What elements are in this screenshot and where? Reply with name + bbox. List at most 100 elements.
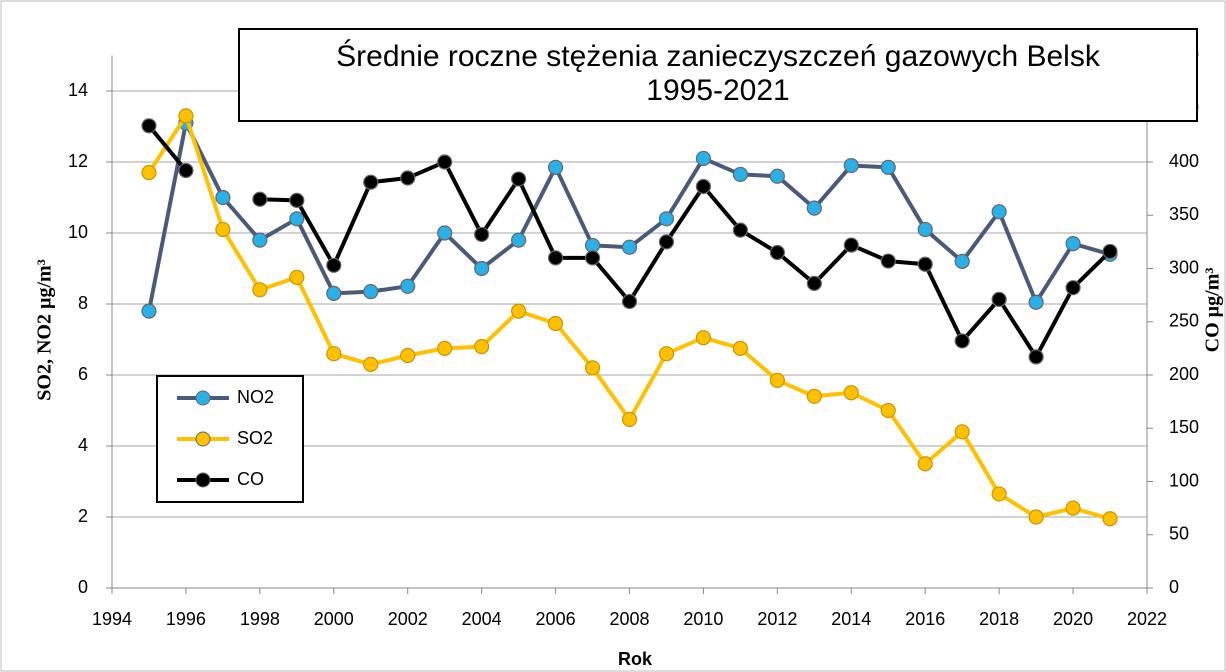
point [474,226,490,243]
point [806,275,822,292]
legend-label: CO [237,469,264,489]
y-tick-label: 14 [68,80,88,100]
point [437,225,453,241]
point [1028,294,1044,310]
point [252,232,268,248]
x-tick-label: 2006 [536,609,576,629]
point [141,165,157,181]
point [1102,511,1118,527]
point [1028,509,1044,525]
point [806,200,822,216]
point [880,402,896,419]
point [621,239,638,255]
x-tick-label: 2012 [757,609,797,629]
point [1065,236,1081,252]
point [1065,500,1081,516]
point [1102,243,1118,260]
point [917,221,933,238]
point [511,232,527,248]
x-tick-label: 2020 [1053,609,1093,629]
y2-tick-label: 100 [1169,470,1199,490]
point [732,222,748,238]
chart-title: Średnie roczne stężenia zanieczyszczeń g… [238,28,1198,122]
point [289,192,305,208]
point [400,278,416,294]
point [1065,280,1081,296]
y-tick-label: 4 [78,435,88,455]
point [363,174,379,190]
point [474,339,490,355]
y-tick-label: 0 [78,577,88,597]
point [400,347,416,364]
legend-marker [195,390,211,406]
point [141,303,157,319]
point [769,168,785,184]
point [215,221,231,238]
point [474,260,490,277]
point [363,283,379,300]
y2-tick-label: 300 [1169,257,1199,277]
point [141,118,157,134]
point [917,256,933,272]
x-tick-label: 2018 [979,609,1019,629]
point [289,211,305,227]
legend-label: NO2 [237,387,274,407]
point [437,154,453,170]
y2-tick-label: 0 [1169,577,1179,597]
legend-marker [195,472,211,488]
point [695,178,712,195]
x-tick-label: 1996 [166,609,206,629]
point [326,346,342,362]
point [954,333,970,349]
x-tick-label: 2022 [1127,609,1167,629]
point [547,159,564,175]
y2-tick-label: 250 [1169,311,1199,331]
point [511,171,527,187]
y-tick-label: 12 [68,151,88,171]
point [584,360,601,376]
x-tick-label: 2016 [905,609,945,629]
point [991,291,1007,307]
point [732,166,748,183]
x-tick-label: 2002 [388,609,428,629]
point [215,189,231,206]
point [584,250,601,266]
point [400,170,416,186]
x-tick-label: 2014 [831,609,871,629]
point [880,159,896,175]
legend-label: SO2 [237,428,273,448]
point [437,340,453,356]
point [547,315,564,332]
y2-axis-label: CO µg/m³ [1202,268,1224,353]
point [954,424,970,440]
y2-tick-label: 150 [1169,417,1199,437]
point [326,285,342,301]
point [732,340,748,356]
y2-tick-label: 400 [1169,151,1199,171]
point [769,372,785,388]
point [178,108,194,124]
point [252,191,268,207]
point [252,282,268,298]
point [991,204,1007,220]
point [178,162,194,179]
point [954,253,970,269]
x-axis-label: Rok [618,649,653,669]
y-tick-label: 2 [78,506,88,526]
point [658,234,675,250]
y2-tick-label: 200 [1169,364,1199,384]
legend-marker [195,431,211,447]
x-tick-label: 2000 [314,609,354,629]
point [1028,349,1044,365]
point [769,244,785,261]
y2-tick-label: 50 [1169,524,1189,544]
point [843,385,859,401]
y-tick-label: 6 [78,364,88,384]
x-tick-label: 1994 [92,609,132,629]
x-tick-label: 1998 [240,609,280,629]
point [621,411,638,427]
point [695,330,712,346]
point [326,257,342,273]
